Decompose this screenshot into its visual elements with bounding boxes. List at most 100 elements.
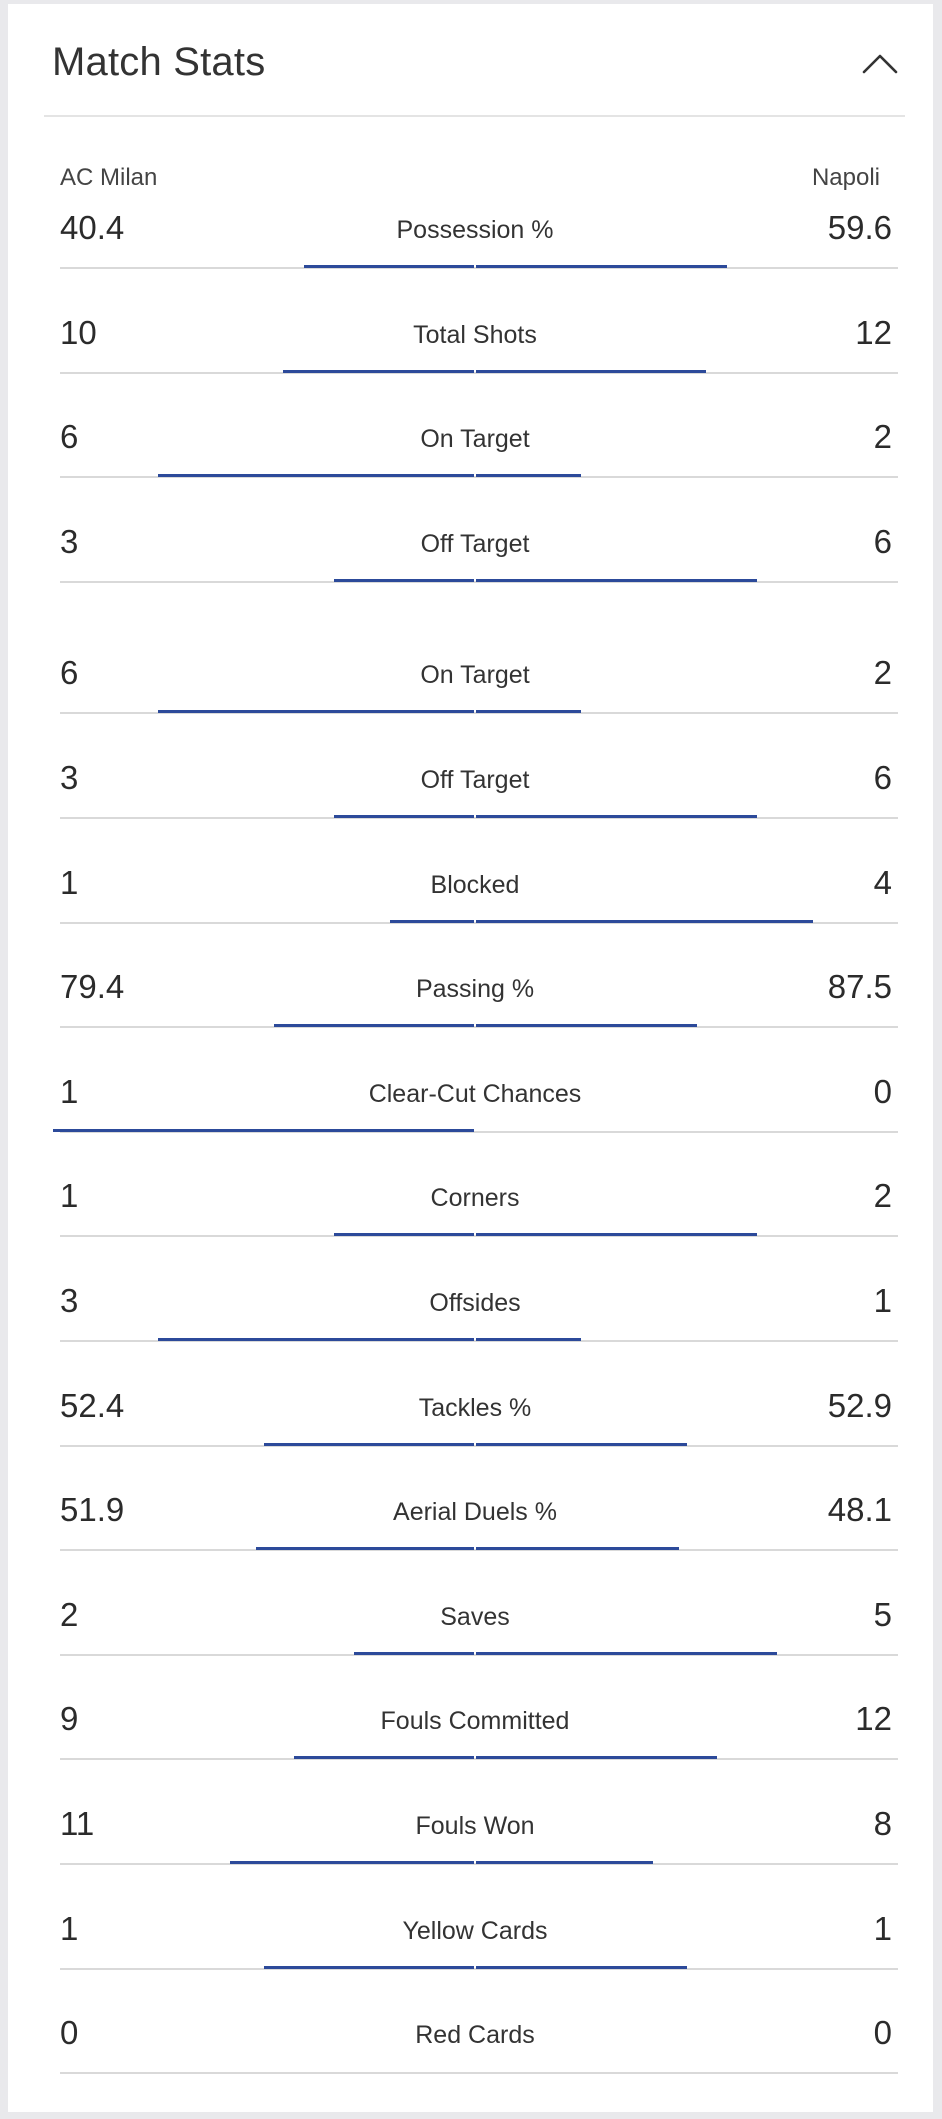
home-stat-value: 3: [60, 1282, 79, 1319]
home-stat-value: 1: [60, 1909, 79, 1947]
stat-row: 2 Saves 5: [52, 1583, 898, 1658]
stat-divider: [60, 1549, 898, 1552]
home-stat-value: 52.4: [60, 1386, 125, 1424]
home-stat-bar: [263, 1965, 474, 1969]
away-stat-bar: [476, 474, 582, 478]
stat-label: Aerial Duels %: [393, 1498, 557, 1527]
away-stat-bar: [476, 1024, 697, 1028]
stat-label: Fouls Committed: [380, 1707, 570, 1736]
away-stat-bar: [476, 815, 757, 818]
stat-row: 11 Fouls Won 8: [52, 1792, 898, 1867]
home-stat-bar: [158, 474, 474, 478]
away-stat-value: 1: [873, 1282, 892, 1319]
stat-label: Possession %: [396, 216, 554, 244]
stat-row: 3 Off Target 6: [52, 746, 898, 821]
stat-label: Passing %: [415, 975, 535, 1004]
home-stat-value: 11: [60, 1805, 95, 1842]
stat-row: 1 Blocked 4: [52, 851, 898, 926]
home-stat-bar: [230, 1861, 474, 1864]
away-stat-value: 52.9: [827, 1386, 892, 1424]
home-stat-value: 6: [60, 418, 79, 456]
home-stat-bar: [333, 815, 474, 818]
away-stat-value: 0: [873, 2014, 892, 2052]
home-stat-bar: [333, 578, 474, 582]
stat-label: Blocked: [430, 870, 520, 899]
home-stat-bar: [255, 1547, 474, 1551]
stat-divider: [60, 1130, 898, 1133]
home-stat-value: 0: [60, 2014, 79, 2052]
stat-divider: [60, 817, 898, 819]
away-stat-bar: [476, 1233, 757, 1237]
home-stat-bar: [264, 1442, 474, 1446]
stat-label: Off Target: [420, 529, 530, 558]
stat-row: 0 Red Cards 0: [52, 2001, 898, 2076]
home-stat-value: 1: [60, 1072, 79, 1110]
chevron-up-icon: [862, 54, 898, 74]
stat-row: 1 Corners 2: [52, 1164, 898, 1239]
home-stat-value: 6: [60, 654, 79, 692]
away-stat-bar: [476, 1338, 582, 1341]
home-stat-bar: [158, 1338, 474, 1341]
home-stat-bar: [53, 1128, 474, 1132]
away-stat-value: 8: [873, 1805, 892, 1842]
stat-divider: [60, 921, 898, 924]
home-stat-bar: [282, 369, 474, 373]
home-stat-value: 40.4: [60, 209, 125, 246]
stat-divider: [60, 580, 898, 583]
away-stat-value: 12: [855, 1700, 892, 1738]
away-stat-value: 5: [873, 1595, 892, 1633]
away-stat-bar: [476, 1756, 717, 1760]
stat-row: 1 Yellow Cards 1: [52, 1897, 898, 1972]
stat-label: Fouls Won: [415, 1812, 535, 1840]
away-stat-value: 0: [873, 1072, 892, 1110]
home-stat-bar: [353, 1651, 474, 1655]
stat-row: 6 On Target 2: [52, 641, 898, 716]
away-stat-value: 48.1: [827, 1491, 892, 1529]
away-stat-value: 87.5: [827, 968, 892, 1006]
away-stat-value: 4: [873, 863, 892, 901]
home-stat-bar: [303, 265, 474, 268]
away-stat-value: 12: [855, 313, 892, 351]
away-stat-value: 2: [873, 654, 892, 692]
stat-divider: [60, 1758, 898, 1761]
home-stat-bar: [273, 1024, 474, 1028]
stat-label: Saves: [440, 1602, 510, 1631]
away-stat-value: 2: [873, 418, 892, 456]
home-stat-value: 51.9: [60, 1491, 125, 1529]
away-stat-bar: [476, 1442, 688, 1446]
stat-row: 6 On Target 2: [52, 405, 898, 480]
home-stat-bar: [333, 1233, 474, 1237]
away-stat-value: 59.6: [827, 209, 892, 246]
stat-label: Yellow Cards: [402, 1916, 548, 1945]
stat-row: 10 Total Shots 12: [52, 301, 898, 376]
home-stat-value: 2: [60, 1595, 79, 1633]
away-stat-bar: [476, 1651, 777, 1655]
stat-divider: [60, 1235, 898, 1238]
away-stat-bar: [476, 919, 813, 923]
stat-divider: [60, 1653, 898, 1656]
home-stat-value: 9: [60, 1700, 79, 1738]
home-stat-bar: [158, 710, 474, 714]
home-stat-value: 1: [60, 1177, 79, 1215]
away-stat-bar: [476, 369, 706, 373]
home-stat-value: 1: [60, 863, 79, 901]
stat-divider: [60, 1340, 898, 1342]
stat-row: 79.4 Passing % 87.5: [52, 955, 898, 1030]
away-stat-value: 1: [873, 1909, 892, 1947]
match-stats-panel: Match Stats AC Milan Napoli 40.4 Possessi…: [8, 4, 933, 2112]
stat-label: Offsides: [429, 1289, 521, 1317]
away-stat-bar: [476, 710, 582, 714]
panel-header: Match Stats: [44, 4, 905, 117]
stat-divider: [60, 371, 898, 374]
away-stat-value: 6: [873, 759, 892, 796]
away-stat-value: 2: [873, 1177, 892, 1215]
collapse-button[interactable]: [855, 40, 905, 86]
home-stat-value: 3: [60, 522, 79, 560]
home-stat-value: 10: [60, 313, 97, 351]
stat-divider: [60, 1444, 898, 1447]
home-stat-value: 79.4: [60, 968, 125, 1006]
home-stat-value: 3: [60, 759, 79, 796]
away-stat-bar: [476, 1965, 687, 1969]
stat-label: On Target: [420, 425, 530, 454]
home-team-name: AC Milan: [60, 164, 158, 191]
